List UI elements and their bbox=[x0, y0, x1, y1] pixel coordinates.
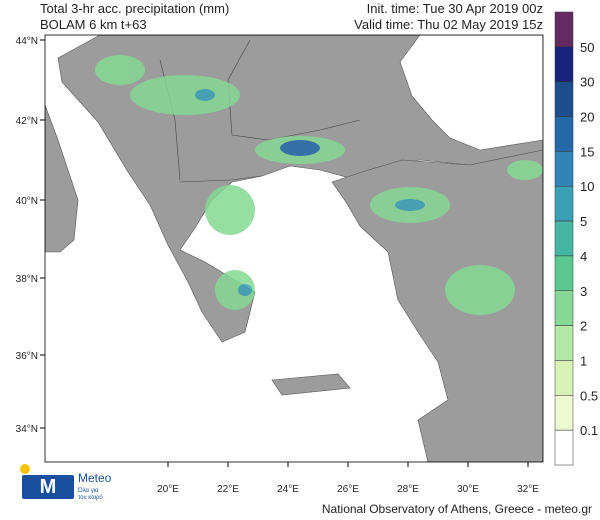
black-sea bbox=[399, 35, 543, 151]
borders bbox=[159, 39, 361, 183]
lat-label: 36°N bbox=[16, 351, 38, 362]
lon-label: 24°E bbox=[277, 484, 299, 495]
colorbar-label: 3 bbox=[580, 284, 587, 299]
lat-label: 38°N bbox=[16, 274, 38, 285]
lat-label: 44°N bbox=[16, 36, 38, 47]
colorbar-cell bbox=[554, 220, 574, 257]
logo-name: Meteo bbox=[78, 471, 112, 485]
title: Total 3-hr acc. precipitation (mm) bbox=[40, 1, 229, 16]
lon-label: 32°E bbox=[517, 484, 539, 495]
lon-label: 22°E bbox=[217, 484, 239, 495]
lat-label: 40°N bbox=[16, 196, 38, 207]
colorbar-label: 30 bbox=[580, 75, 594, 90]
colorbar-cell bbox=[554, 429, 574, 466]
colorbar-label: 1 bbox=[580, 353, 587, 368]
init-time: Init. time: Tue 30 Apr 2019 00z bbox=[367, 1, 543, 16]
valid-time: Valid time: Thu 02 May 2019 15z bbox=[354, 17, 543, 32]
colorbar-label: 4 bbox=[580, 249, 587, 264]
precipitation bbox=[95, 55, 543, 315]
colorbar-cell bbox=[554, 290, 574, 326]
colorbar-cell bbox=[554, 151, 574, 187]
crete bbox=[271, 373, 351, 396]
footer: National Observatory of Athens, Greece -… bbox=[322, 502, 592, 516]
colorbar-label: 0.1 bbox=[580, 423, 598, 438]
colorbar-cell bbox=[554, 81, 574, 117]
lon-label: 30°E bbox=[457, 484, 479, 495]
colorbar-cell bbox=[554, 116, 574, 152]
colorbar-label: 5 bbox=[580, 214, 587, 229]
colorbar-cell bbox=[554, 395, 574, 431]
lon-label: 26°E bbox=[337, 484, 359, 495]
colorbar-cell bbox=[554, 11, 574, 48]
colorbar-label: 50 bbox=[580, 40, 594, 55]
colorbar-cell bbox=[554, 185, 574, 222]
model: BOLAM 6 km t+63 bbox=[40, 17, 147, 32]
colorbar-label: 20 bbox=[580, 110, 594, 125]
map bbox=[44, 34, 544, 463]
lon-label: 28°E bbox=[397, 484, 419, 495]
turkey bbox=[331, 149, 543, 462]
lon-label: 20°E bbox=[157, 484, 179, 495]
italy bbox=[45, 104, 79, 253]
colorbar-cell bbox=[554, 360, 574, 396]
svg-text:M: M bbox=[40, 476, 57, 498]
lat-label: 34°N bbox=[16, 424, 38, 435]
logo: M Meteo Όλα για τον καιρό bbox=[20, 464, 112, 501]
colorbar-label: 15 bbox=[580, 144, 594, 159]
colorbar-cell bbox=[554, 325, 574, 361]
colorbar-label: 10 bbox=[580, 179, 594, 194]
colorbar-label: 0.5 bbox=[580, 388, 598, 403]
colorbar-label: 2 bbox=[580, 319, 587, 334]
colorbar-cell bbox=[554, 255, 574, 292]
logo-tagline: Όλα για bbox=[77, 488, 99, 494]
colorbar-cell bbox=[554, 46, 574, 82]
lat-label: 42°N bbox=[16, 116, 38, 127]
logo-tagline: τον καιρό bbox=[78, 494, 103, 501]
